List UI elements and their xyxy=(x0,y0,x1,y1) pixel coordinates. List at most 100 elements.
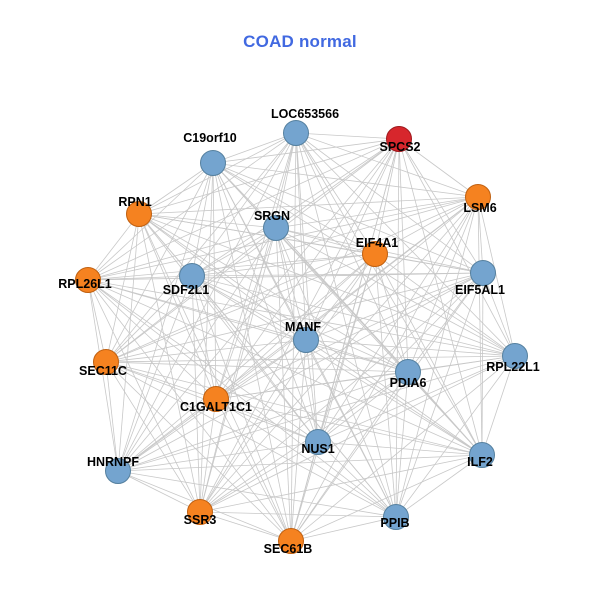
edge-C1GALT1C1-NUS1 xyxy=(215,398,319,443)
node-C19orf10 xyxy=(200,150,226,176)
edge-RPL26L1-SSR3 xyxy=(87,279,201,513)
edge-SPCS2-ILF2 xyxy=(398,138,483,456)
edge-MANF-SEC11C xyxy=(105,339,307,363)
edge-EIF4A1-SEC11C xyxy=(105,253,376,363)
edge-C19orf10-C1GALT1C1 xyxy=(212,162,217,400)
edge-HNRNPF-SSR3 xyxy=(117,470,201,513)
edge-EIF5AL1-RPL22L1 xyxy=(482,272,516,357)
edge-LSM6-SRGN xyxy=(275,196,479,229)
edge-SEC11C-SSR3 xyxy=(105,361,201,513)
edge-RPL26L1-ILF2 xyxy=(87,279,483,456)
edge-SDF2L1-ILF2 xyxy=(191,275,483,456)
edge-LSM6-RPL22L1 xyxy=(477,196,516,357)
edge-LSM6-SDF2L1 xyxy=(191,196,479,277)
node-MANF xyxy=(293,327,319,353)
edge-MANF-ILF2 xyxy=(305,339,483,456)
node-label-EIF4A1: EIF4A1 xyxy=(356,236,398,250)
node-SSR3 xyxy=(187,499,213,525)
edge-SDF2L1-C1GALT1C1 xyxy=(191,275,217,400)
node-C1GALT1C1 xyxy=(203,386,229,412)
edge-SPCS2-SEC11C xyxy=(105,138,400,363)
node-label-HNRNPF: HNRNPF xyxy=(87,455,139,469)
edge-C19orf10-SEC61B xyxy=(212,162,292,542)
edge-SPCS2-EIF5AL1 xyxy=(398,138,484,274)
edge-LOC653566-C1GALT1C1 xyxy=(215,132,297,400)
edge-RPL26L1-PPIB xyxy=(87,279,397,518)
edge-RPL26L1-RPL22L1 xyxy=(87,279,516,357)
edge-LOC653566-C19orf10 xyxy=(212,132,297,164)
edge-PDIA6-ILF2 xyxy=(407,371,483,456)
node-label-C1GALT1C1: C1GALT1C1 xyxy=(180,400,252,414)
edge-PPIB-SEC61B xyxy=(290,516,397,542)
edge-EIF5AL1-C1GALT1C1 xyxy=(215,272,484,400)
edge-SRGN-EIF4A1 xyxy=(275,227,376,255)
edge-LOC653566-HNRNPF xyxy=(117,132,297,472)
edge-RPL26L1-MANF xyxy=(87,279,307,341)
edge-NUS1-SSR3 xyxy=(199,441,319,513)
edge-SPCS2-HNRNPF xyxy=(117,138,400,472)
node-label-LOC653566: LOC653566 xyxy=(271,107,339,121)
edge-LOC653566-SEC11C xyxy=(105,132,297,363)
edge-SPCS2-RPN1 xyxy=(138,138,400,215)
edge-C1GALT1C1-HNRNPF xyxy=(117,398,217,472)
edge-RPL26L1-SEC61B xyxy=(87,279,292,542)
edge-EIF5AL1-PDIA6 xyxy=(407,272,484,373)
edge-LOC653566-SPCS2 xyxy=(295,132,400,140)
edge-SPCS2-SDF2L1 xyxy=(191,138,400,277)
edge-SRGN-C1GALT1C1 xyxy=(215,227,277,400)
edge-MANF-C1GALT1C1 xyxy=(215,339,307,400)
edge-RPN1-SEC11C xyxy=(105,213,140,363)
edge-LSM6-MANF xyxy=(305,196,479,341)
node-NUS1 xyxy=(305,429,331,455)
edge-LOC653566-EIF4A1 xyxy=(295,132,376,255)
node-label-RPL26L1: RPL26L1 xyxy=(58,277,112,291)
edge-PDIA6-C1GALT1C1 xyxy=(215,371,409,400)
node-HNRNPF xyxy=(105,458,131,484)
edge-C1GALT1C1-SSR3 xyxy=(199,398,217,513)
edge-RPN1-MANF xyxy=(138,213,307,341)
edge-EIF5AL1-HNRNPF xyxy=(117,272,484,472)
edge-NUS1-ILF2 xyxy=(317,441,483,456)
edge-SPCS2-SSR3 xyxy=(199,138,400,513)
edge-SDF2L1-NUS1 xyxy=(191,275,319,443)
edge-RPN1-SSR3 xyxy=(138,213,201,513)
node-PPIB xyxy=(383,504,409,530)
edge-SSR3-SEC61B xyxy=(199,511,292,542)
edge-SDF2L1-HNRNPF xyxy=(117,275,193,472)
edge-layer xyxy=(87,132,516,542)
edge-MANF-SSR3 xyxy=(199,339,307,513)
edge-MANF-PDIA6 xyxy=(305,339,409,373)
edge-RPL22L1-ILF2 xyxy=(481,355,516,456)
node-label-LSM6: LSM6 xyxy=(463,201,496,215)
edge-RPN1-NUS1 xyxy=(138,213,319,443)
edge-LOC653566-RPL22L1 xyxy=(295,132,516,357)
edge-ILF2-PPIB xyxy=(395,454,483,518)
node-SPCS2 xyxy=(386,126,412,152)
edge-SEC11C-ILF2 xyxy=(105,361,483,456)
node-label-RPN1: RPN1 xyxy=(118,195,151,209)
edge-SPCS2-MANF xyxy=(305,138,400,341)
node-label-ILF2: ILF2 xyxy=(467,455,493,469)
edge-C1GALT1C1-ILF2 xyxy=(215,398,483,456)
edge-EIF5AL1-ILF2 xyxy=(481,272,484,456)
edge-RPN1-PDIA6 xyxy=(138,213,409,373)
edge-PDIA6-SEC61B xyxy=(290,371,409,542)
node-EIF5AL1 xyxy=(470,260,496,286)
edge-SRGN-HNRNPF xyxy=(117,227,277,472)
edge-LOC653566-NUS1 xyxy=(295,132,319,443)
edge-C19orf10-SPCS2 xyxy=(212,138,400,164)
edge-SRGN-RPL26L1 xyxy=(87,227,277,281)
edge-SPCS2-C1GALT1C1 xyxy=(215,138,400,400)
node-PDIA6 xyxy=(395,359,421,385)
edge-EIF5AL1-PPIB xyxy=(395,272,484,518)
node-SRGN xyxy=(263,215,289,241)
edge-SEC11C-HNRNPF xyxy=(105,361,119,472)
edge-SEC11C-SEC61B xyxy=(105,361,292,542)
node-RPN1 xyxy=(126,201,152,227)
edge-LSM6-PDIA6 xyxy=(407,196,479,373)
node-layer xyxy=(75,120,528,554)
edge-EIF4A1-HNRNPF xyxy=(117,253,376,472)
edge-SEC11C-C1GALT1C1 xyxy=(105,361,217,400)
edge-MANF-NUS1 xyxy=(305,339,319,443)
